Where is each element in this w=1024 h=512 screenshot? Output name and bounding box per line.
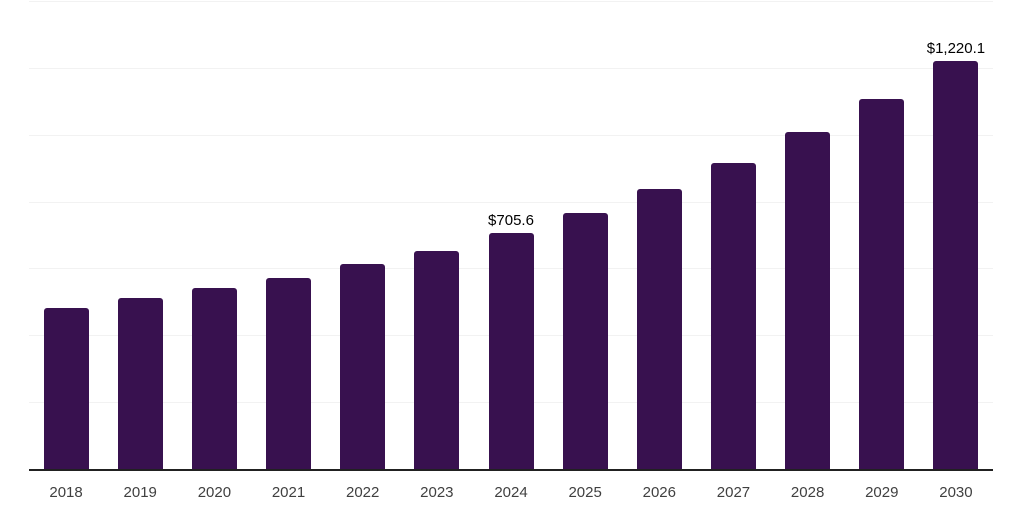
x-tick-label-2021: 2021 [271,484,306,501]
x-tick-label-2020: 2020 [197,484,232,501]
gridline-1200 [29,67,993,69]
bar-2020 [191,288,237,469]
bar-2024 [488,233,534,469]
x-tick-label-2029: 2029 [865,484,899,501]
bar-2029 [859,98,905,469]
bar-2022 [340,264,386,469]
x-tick-label-2018: 2018 [49,484,83,501]
bar-2023 [414,251,460,469]
gridline-1000 [29,134,993,136]
bar-2027 [710,162,756,469]
bar-2018 [43,308,89,469]
x-tick-label-2026: 2026 [642,484,676,501]
bar-2021 [266,278,312,469]
bar-value-label-2030: $1,220.1 [926,40,986,58]
bar-value-label-2024: $705.6 [488,212,534,230]
x-axis-line [29,469,993,471]
x-tick-label-2023: 2023 [420,484,454,501]
x-tick-label-2027: 2027 [716,484,751,501]
x-tick-label-2022: 2022 [346,484,380,501]
bar-2019 [117,298,163,469]
bar-2030 [933,61,979,469]
x-tick-label-2019: 2019 [123,484,157,501]
x-tick-label-2024: 2024 [494,484,528,501]
x-tick-label-2025: 2025 [568,484,602,501]
bar-2028 [785,131,831,469]
x-tick-label-2030: 2030 [939,484,973,501]
x-tick-label-2028: 2028 [790,484,825,501]
gridline-1400 [29,1,993,2]
gridline-800 [29,201,993,203]
bar-2025 [562,212,608,469]
bar-2026 [636,188,682,469]
